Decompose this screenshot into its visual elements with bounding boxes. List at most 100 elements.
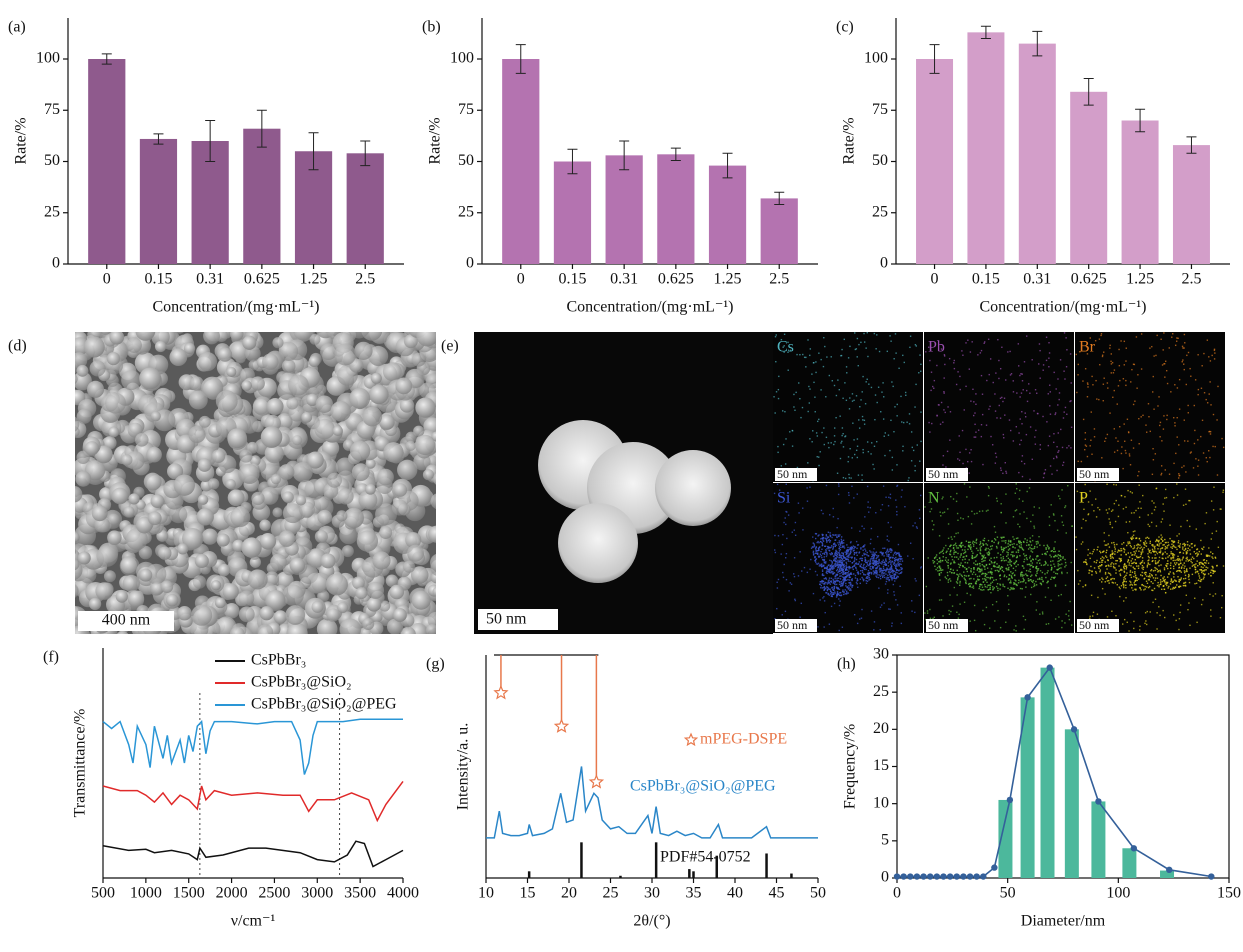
- dot: [889, 572, 890, 573]
- dot: [887, 589, 888, 590]
- dot: [1013, 543, 1014, 544]
- dot: [1011, 575, 1012, 576]
- dot: [1003, 540, 1004, 541]
- dot: [1160, 339, 1161, 340]
- particle: [389, 585, 404, 600]
- dot: [848, 357, 849, 358]
- dot: [950, 580, 951, 581]
- dot: [1159, 436, 1160, 437]
- dot: [1013, 563, 1014, 564]
- dot: [968, 542, 969, 543]
- dot: [1018, 582, 1019, 583]
- dot: [891, 381, 892, 382]
- dot: [947, 572, 948, 573]
- dot: [1093, 549, 1094, 550]
- dot: [840, 586, 841, 587]
- dot: [897, 569, 898, 570]
- dot: [939, 570, 940, 571]
- dot: [1189, 625, 1190, 626]
- dot: [850, 552, 851, 553]
- dot: [1019, 547, 1020, 548]
- y-tick-label: 75: [44, 101, 60, 118]
- dot: [978, 579, 979, 580]
- dot: [816, 558, 817, 559]
- dot: [854, 560, 855, 561]
- point: [900, 873, 906, 879]
- dot: [1021, 548, 1022, 549]
- dot: [884, 436, 885, 437]
- dot: [1160, 579, 1161, 580]
- dot: [1110, 361, 1111, 362]
- dot: [896, 415, 897, 416]
- dot: [862, 449, 863, 450]
- dot: [1178, 560, 1179, 561]
- dot: [846, 593, 847, 594]
- x-tick-label: 500: [91, 885, 115, 902]
- dot: [814, 545, 815, 546]
- dot: [1113, 566, 1114, 567]
- dot: [1039, 559, 1040, 560]
- dot: [844, 547, 845, 548]
- dot: [1188, 352, 1189, 353]
- y-tick-label: 5: [881, 832, 889, 849]
- dot: [1088, 549, 1089, 550]
- dot: [829, 547, 830, 548]
- dot: [839, 554, 840, 555]
- dot: [953, 562, 954, 563]
- dot: [1012, 577, 1013, 578]
- dot: [1138, 550, 1139, 551]
- dot: [961, 546, 962, 547]
- dot: [854, 546, 855, 547]
- dot: [1184, 334, 1185, 335]
- dot: [853, 569, 854, 570]
- dot: [1127, 490, 1128, 491]
- dot: [1017, 537, 1018, 538]
- dot: [943, 392, 944, 393]
- dot: [981, 569, 982, 570]
- point: [1047, 664, 1053, 670]
- dot: [878, 559, 879, 560]
- dot: [1065, 614, 1066, 615]
- dot: [834, 588, 835, 589]
- dot: [827, 583, 828, 584]
- dot: [877, 561, 878, 562]
- particle: [318, 510, 332, 524]
- dot: [1054, 566, 1055, 567]
- dot: [1057, 452, 1058, 453]
- dot: [959, 452, 960, 453]
- dot: [1154, 548, 1155, 549]
- dot: [947, 406, 948, 407]
- particle: [262, 353, 278, 369]
- dot: [891, 565, 892, 566]
- dot: [818, 557, 819, 558]
- dot: [965, 386, 966, 387]
- dot: [959, 566, 960, 567]
- dot: [1149, 526, 1150, 527]
- dot: [870, 566, 871, 567]
- dot: [870, 559, 871, 560]
- dot: [1000, 470, 1001, 471]
- dot: [1058, 554, 1059, 555]
- dot: [990, 583, 991, 584]
- dot: [822, 553, 823, 554]
- dot: [957, 570, 958, 571]
- dot: [817, 574, 818, 575]
- dot: [980, 569, 981, 570]
- dot: [945, 576, 946, 577]
- dot: [881, 554, 882, 555]
- dot: [867, 507, 868, 508]
- dot: [826, 356, 827, 357]
- dot: [1138, 578, 1139, 579]
- dot: [1199, 586, 1200, 587]
- dot: [834, 563, 835, 564]
- dot: [862, 560, 863, 561]
- dot: [1160, 548, 1161, 549]
- dot: [821, 542, 822, 543]
- dot: [875, 512, 876, 513]
- particle: [290, 558, 305, 573]
- eds-map: [773, 483, 923, 633]
- particle: [393, 483, 407, 497]
- y-axis-label: Frequency/%: [842, 724, 859, 809]
- dot: [883, 396, 884, 397]
- dot: [815, 560, 816, 561]
